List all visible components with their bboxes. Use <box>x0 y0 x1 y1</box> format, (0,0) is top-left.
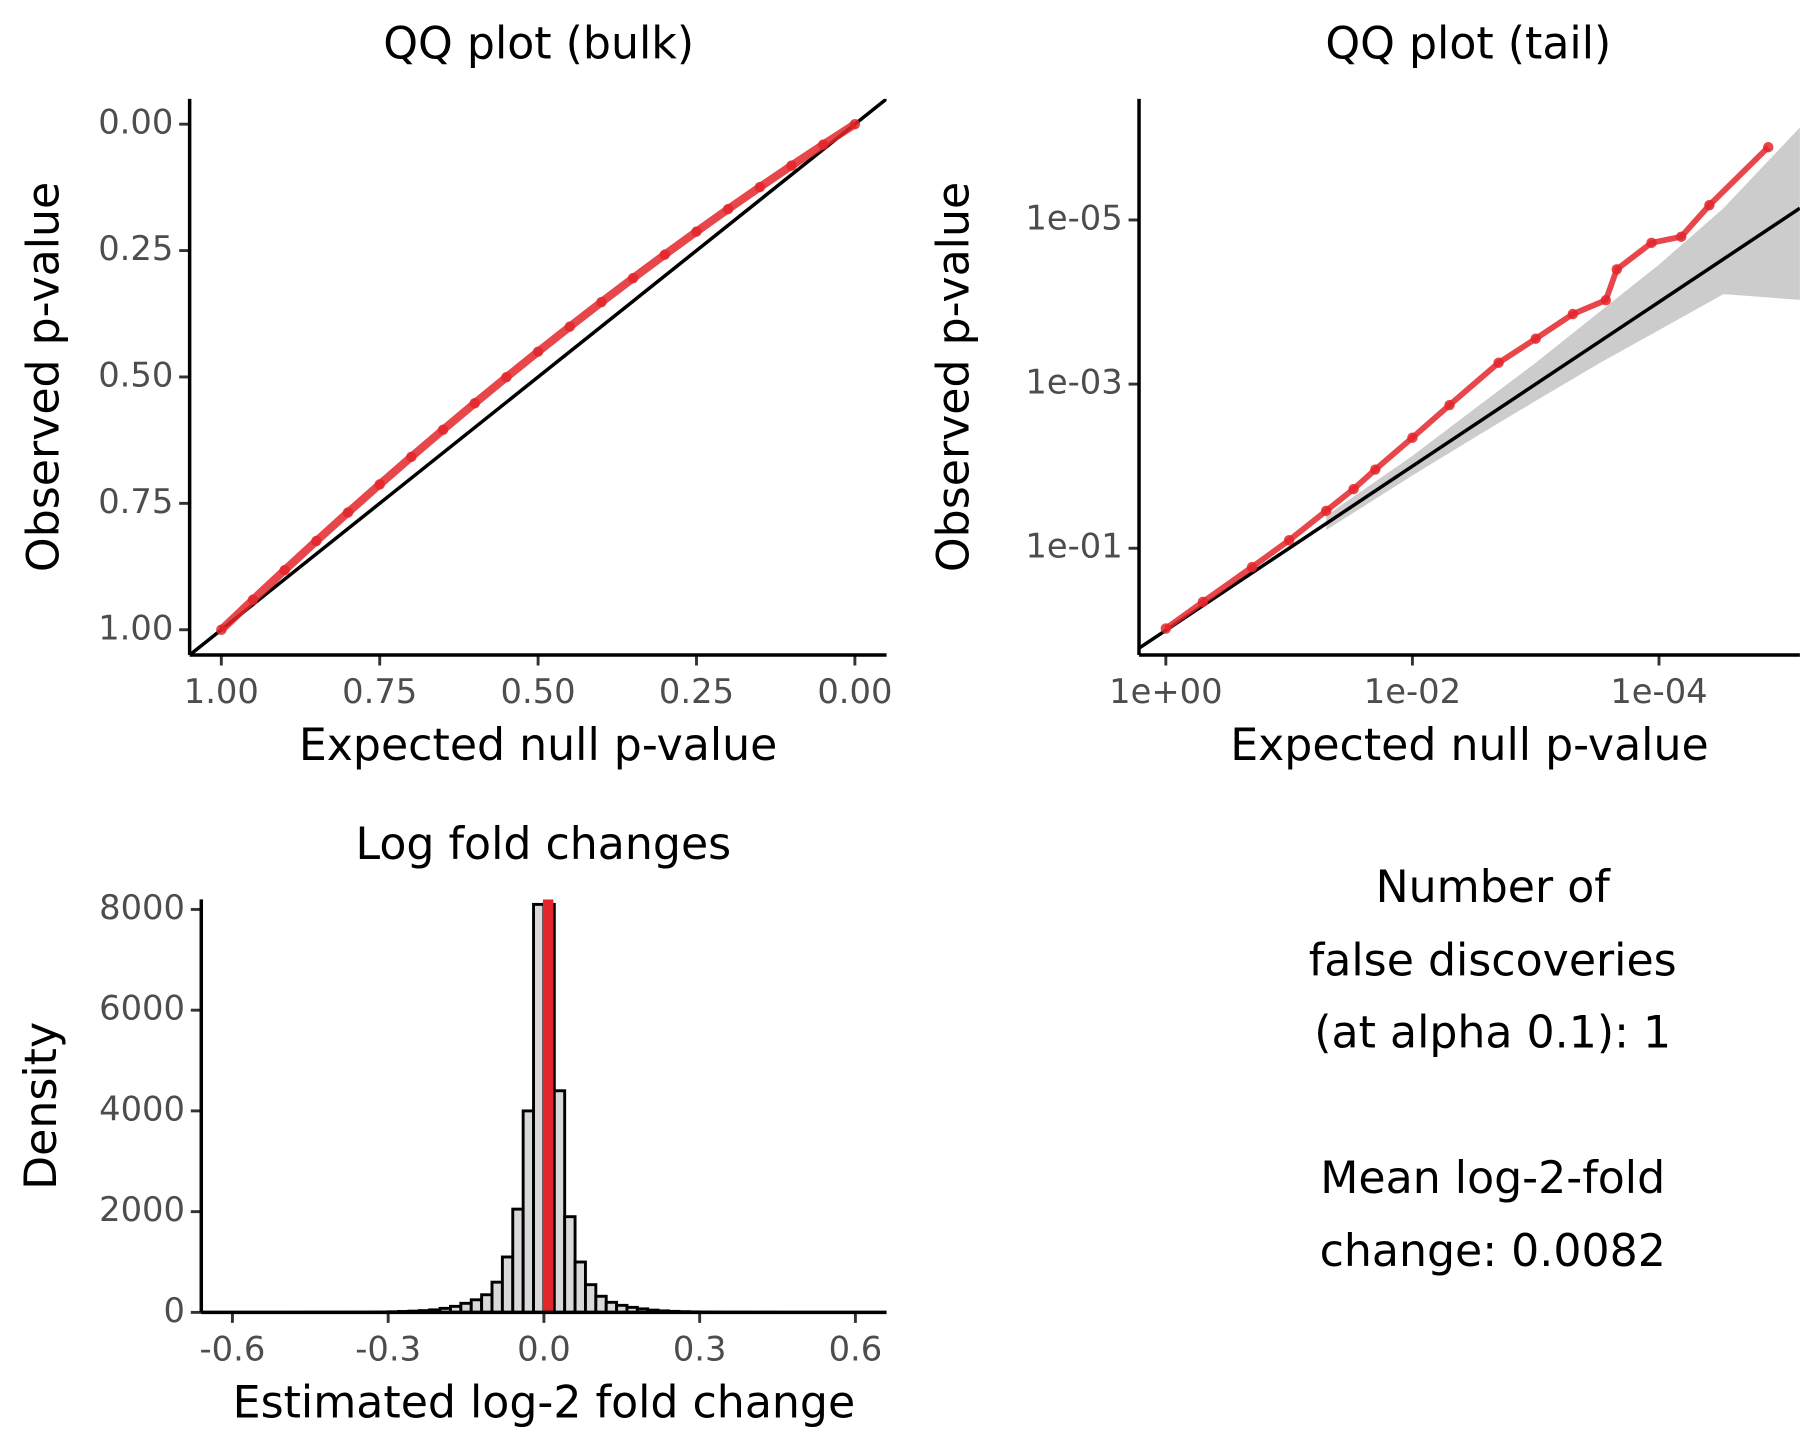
chart-title: QQ plot (bulk) <box>383 19 694 70</box>
point <box>1493 357 1504 369</box>
point <box>1763 141 1774 153</box>
bar <box>480 1293 494 1313</box>
point <box>406 451 417 463</box>
x-axis-title: Expected null p-value <box>1230 720 1709 771</box>
x-tick-label: 0.75 <box>342 672 417 711</box>
point <box>627 272 639 284</box>
point <box>1646 237 1657 249</box>
y-tick-label: 0.00 <box>98 103 173 142</box>
point <box>596 296 607 308</box>
point <box>1197 596 1209 608</box>
y-tick-label: 1.00 <box>98 608 173 647</box>
confidence-band <box>1326 127 1800 531</box>
x-tick-label: 0.00 <box>817 672 892 711</box>
bar <box>500 1255 515 1313</box>
bar <box>583 1283 598 1313</box>
point <box>1348 483 1359 495</box>
point <box>1407 432 1418 443</box>
x-axis-title: Expected null p-value <box>299 720 778 771</box>
x-tick-label: 1.00 <box>184 672 259 711</box>
point <box>1246 561 1258 573</box>
point <box>786 160 797 171</box>
y-tick-label: 8000 <box>99 888 185 927</box>
point <box>1283 535 1295 546</box>
x-tick-label: -0.3 <box>355 1329 421 1368</box>
x-tick-label: 0.50 <box>501 672 576 711</box>
identity-line <box>189 98 887 656</box>
point <box>659 249 671 260</box>
point <box>722 203 734 215</box>
y-tick-label: 4000 <box>99 1089 185 1128</box>
y-tick-label: 1e-03 <box>1025 363 1122 402</box>
bar <box>573 1260 587 1313</box>
point <box>849 118 861 130</box>
summary-line: change: 0.0082 <box>1320 1226 1666 1277</box>
point-trace <box>1164 145 1771 631</box>
y-tick-label: 0 <box>164 1291 185 1330</box>
x-tick-label: 1e-04 <box>1610 672 1707 711</box>
point <box>501 371 512 383</box>
y-tick-label: 6000 <box>99 989 185 1028</box>
y-tick-label: 2000 <box>99 1190 185 1229</box>
bar <box>490 1280 504 1313</box>
point <box>279 564 290 576</box>
x-tick-label: 0.3 <box>673 1329 727 1368</box>
point <box>1321 505 1332 517</box>
chart-title: QQ plot (tail) <box>1325 19 1611 70</box>
y-axis-title: Observed p-value <box>928 182 979 572</box>
point <box>1370 464 1381 475</box>
point <box>1567 308 1579 320</box>
y-axis-title: Density <box>16 1022 67 1190</box>
point <box>1160 623 1172 634</box>
y-tick-label: 0.50 <box>98 355 173 394</box>
y-tick-label: 1e-05 <box>1025 198 1122 237</box>
plot-area <box>293 899 785 1313</box>
point <box>1530 333 1541 344</box>
identity-line <box>1139 206 1800 650</box>
y-axis-title: Observed p-value <box>19 182 70 572</box>
bar <box>469 1298 484 1313</box>
summary-line: Number of <box>1376 862 1612 913</box>
plot-area <box>189 98 887 656</box>
x-tick-label: 0.25 <box>659 672 734 711</box>
summary-line: Mean log-2-fold <box>1320 1153 1665 1204</box>
point <box>1676 231 1687 242</box>
point <box>1600 294 1612 306</box>
chart-title: Log fold changes <box>355 819 731 870</box>
point <box>469 398 480 409</box>
bar <box>594 1294 608 1313</box>
point <box>311 535 322 547</box>
point <box>247 594 259 605</box>
summary-line: (at alpha 0.1): 1 <box>1314 1007 1671 1058</box>
bar <box>511 1207 525 1313</box>
point <box>1611 264 1623 275</box>
x-tick-label: 0.6 <box>829 1329 883 1368</box>
point <box>374 479 385 490</box>
point <box>564 321 576 332</box>
x-tick-label: 1e-02 <box>1364 672 1461 711</box>
point <box>532 346 544 357</box>
point <box>691 226 702 237</box>
y-tick-label: 0.75 <box>98 482 173 521</box>
point <box>216 624 227 635</box>
x-tick-label: 0.0 <box>517 1329 571 1368</box>
summary-line: false discoveries <box>1309 935 1677 986</box>
bar <box>552 1089 567 1313</box>
x-tick-label: -0.6 <box>200 1329 266 1368</box>
point <box>342 507 354 518</box>
y-tick-label: 1e-01 <box>1025 527 1122 566</box>
point <box>817 139 829 150</box>
y-tick-label: 0.25 <box>98 229 173 268</box>
point <box>1444 399 1455 411</box>
x-tick-label: 1e+00 <box>1109 672 1222 711</box>
plot-area <box>1139 127 1800 650</box>
point <box>437 424 449 436</box>
bar <box>563 1215 577 1313</box>
bar <box>521 1109 535 1313</box>
point <box>754 181 766 193</box>
x-axis-title: Estimated log-2 fold change <box>233 1377 856 1428</box>
point <box>1704 199 1715 211</box>
bar <box>532 902 546 1313</box>
